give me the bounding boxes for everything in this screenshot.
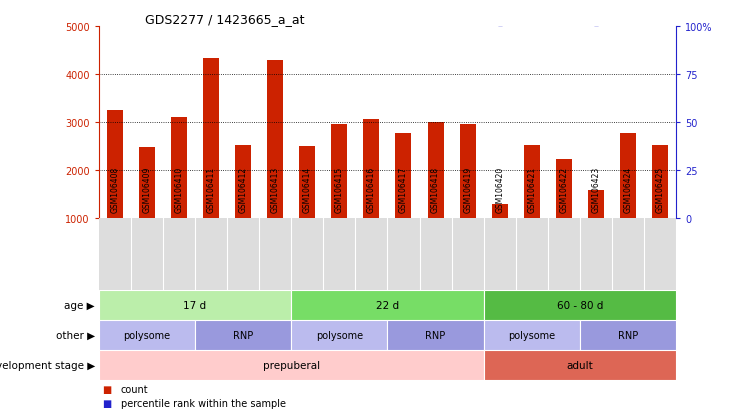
Bar <box>99 350 484 380</box>
Text: RNP: RNP <box>425 330 446 340</box>
Bar <box>299 147 315 218</box>
Text: 60 - 80 d: 60 - 80 d <box>557 301 603 311</box>
Bar <box>235 146 251 218</box>
Bar <box>203 59 219 218</box>
Text: ■: ■ <box>102 385 112 394</box>
Text: count: count <box>121 385 148 394</box>
Bar <box>291 320 387 350</box>
Bar <box>580 320 676 350</box>
Bar <box>652 146 668 218</box>
Bar <box>195 320 291 350</box>
Bar <box>139 147 155 218</box>
Bar <box>99 291 291 320</box>
Bar <box>484 320 580 350</box>
Bar <box>492 204 508 218</box>
Bar <box>556 160 572 218</box>
Bar <box>291 291 484 320</box>
Text: RNP: RNP <box>233 330 253 340</box>
Bar <box>267 62 283 218</box>
Text: other ▶: other ▶ <box>56 330 95 340</box>
Text: 17 d: 17 d <box>183 301 206 311</box>
Bar <box>588 191 604 218</box>
Text: polysome: polysome <box>508 330 556 340</box>
Text: development stage ▶: development stage ▶ <box>0 360 95 370</box>
Text: polysome: polysome <box>124 330 170 340</box>
Text: ■: ■ <box>102 399 112 408</box>
Bar <box>387 320 484 350</box>
Bar <box>484 291 676 320</box>
Text: adult: adult <box>567 360 594 370</box>
Bar <box>460 125 476 218</box>
Bar <box>620 134 636 218</box>
Text: percentile rank within the sample: percentile rank within the sample <box>121 399 286 408</box>
Bar <box>171 118 187 218</box>
Bar <box>363 120 379 218</box>
Text: 22 d: 22 d <box>376 301 399 311</box>
Bar <box>484 350 676 380</box>
Text: prepuberal: prepuberal <box>262 360 319 370</box>
Bar <box>524 146 539 218</box>
Text: polysome: polysome <box>316 330 363 340</box>
Text: RNP: RNP <box>618 330 638 340</box>
Bar <box>395 133 412 218</box>
Bar <box>331 125 347 218</box>
Text: GDS2277 / 1423665_a_at: GDS2277 / 1423665_a_at <box>145 13 304 26</box>
Bar <box>428 123 444 218</box>
Text: age ▶: age ▶ <box>64 301 95 311</box>
Bar <box>107 111 123 218</box>
Bar <box>99 320 195 350</box>
